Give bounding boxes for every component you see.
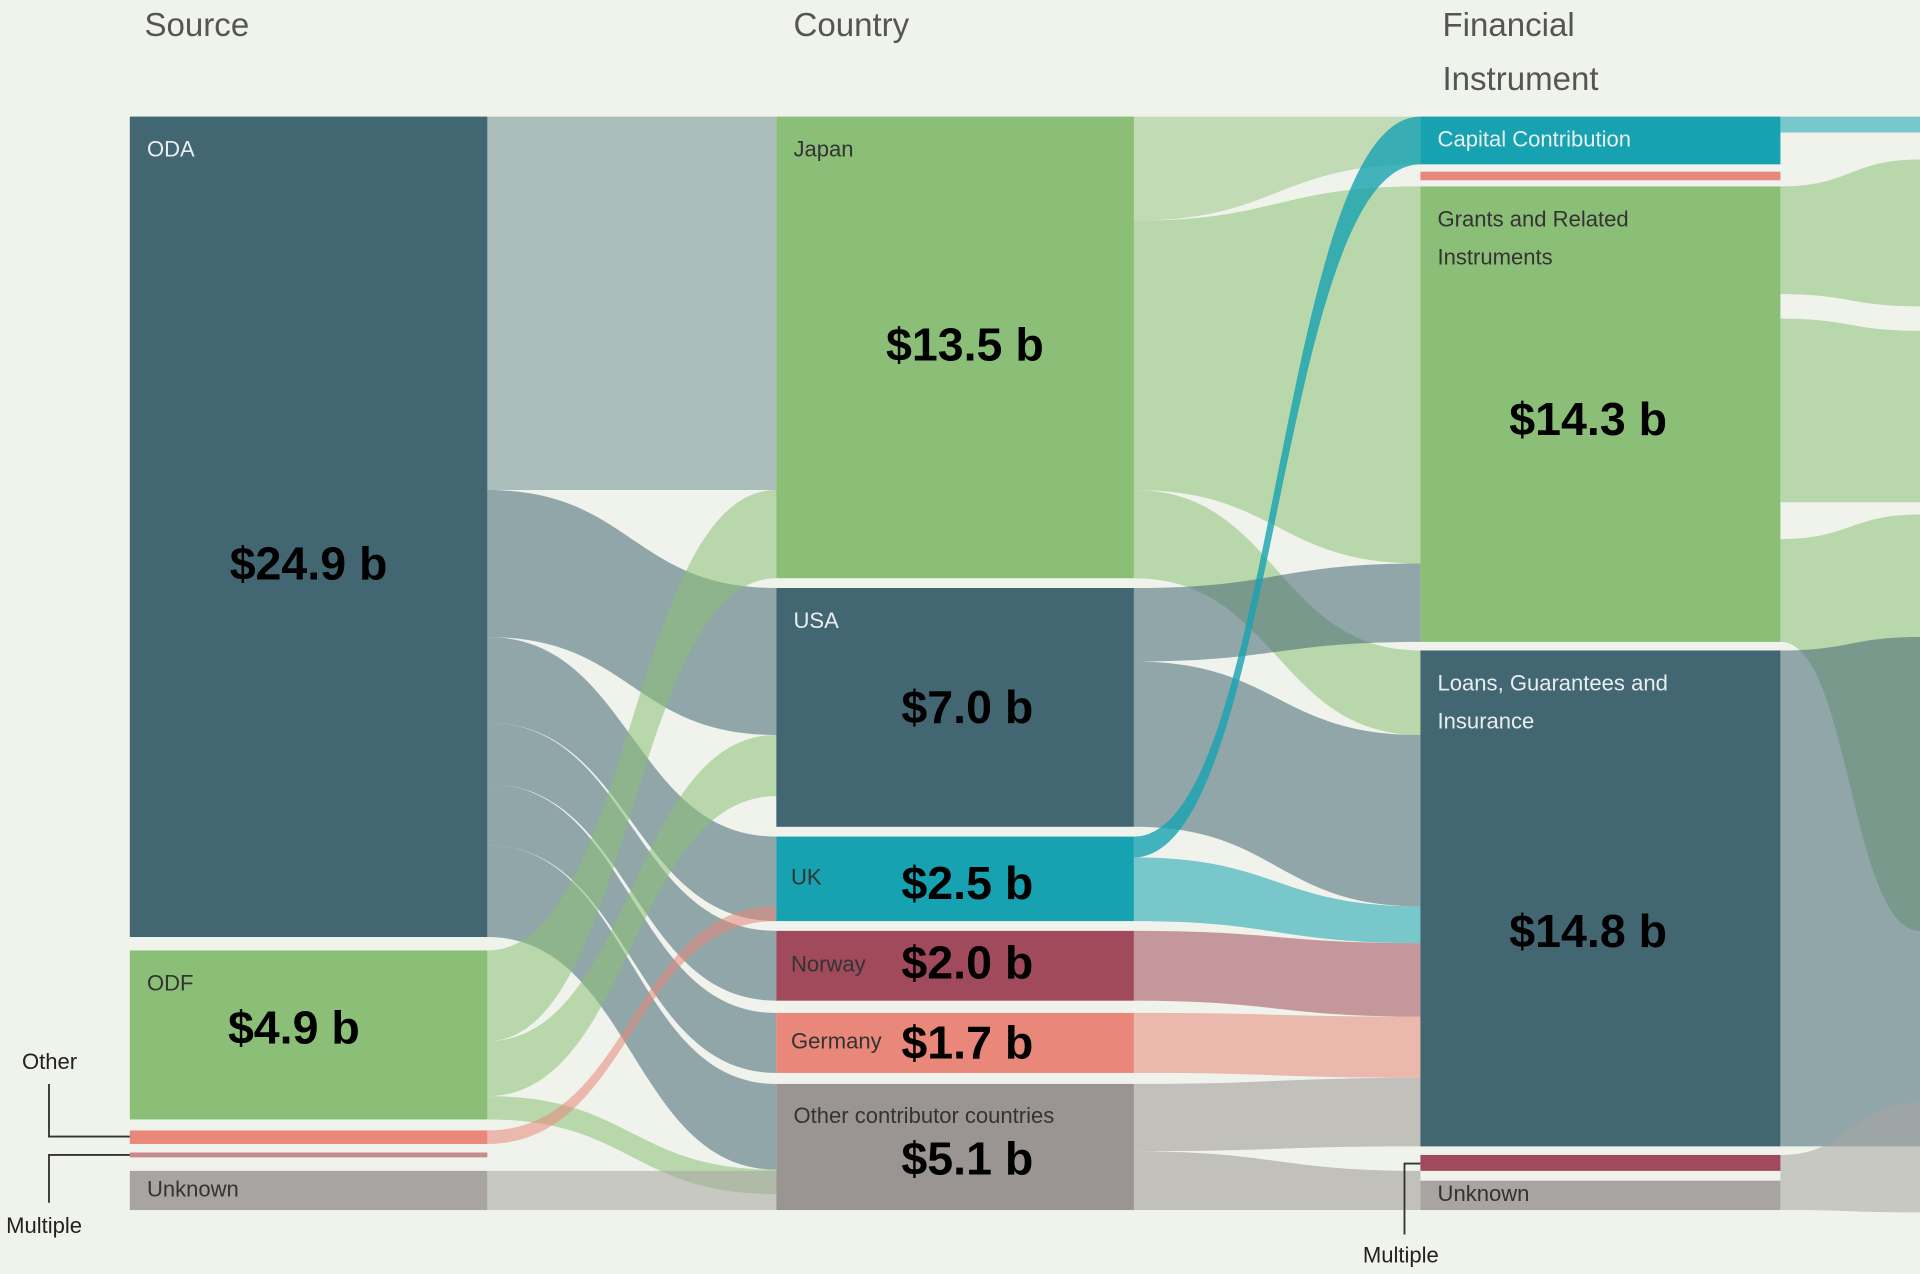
node-label: Unknown (1438, 1181, 1530, 1206)
labels: Source ODA $24.9 b ODF $4.9 b Unknown Country J… (144, 7, 1667, 1206)
node-label: Grants and Related (1438, 207, 1629, 232)
node-label: Japan (793, 137, 853, 162)
flow (1780, 637, 1920, 1147)
node-label: Other contributor countries (793, 1103, 1054, 1128)
node-bar (129, 1170, 488, 1211)
flow (1133, 563, 1421, 662)
node-bar (776, 1083, 1134, 1211)
node-value: $5.1 b (901, 1133, 1033, 1185)
column-header: Country (793, 7, 909, 44)
flow (1133, 857, 1421, 944)
node-bar (776, 116, 1134, 579)
flow (487, 490, 777, 1042)
leader-line (48, 1083, 130, 1138)
node-value: $2.0 b (901, 937, 1033, 989)
node-value: $13.5 b (886, 318, 1044, 370)
column-header: Source (144, 7, 249, 44)
nodes (129, 116, 1781, 1211)
node-label: USA (793, 608, 839, 633)
node-value: $1.7 b (901, 1016, 1033, 1068)
flow (487, 734, 777, 1097)
node-label: Germany (791, 1029, 882, 1054)
flow (487, 906, 777, 1144)
node-label: UK (791, 865, 822, 890)
flow (487, 116, 777, 491)
node-label: Unknown (147, 1176, 239, 1201)
column-header: Financial (1442, 7, 1574, 44)
annotation: Multiple (1363, 1242, 1439, 1267)
flow (1133, 661, 1421, 907)
leader-line (1403, 1162, 1421, 1235)
flow (1780, 116, 1920, 133)
node-value: $4.9 b (228, 1002, 360, 1054)
flow (487, 490, 777, 735)
node-bar (1420, 1180, 1781, 1211)
flow (1133, 116, 1421, 221)
node-label: Norway (791, 952, 866, 977)
node-label: Loans, Guarantees and (1438, 671, 1668, 696)
node-label: Capital Contribution (1438, 126, 1632, 151)
node-value: $2.5 b (901, 857, 1033, 909)
flow (1133, 1012, 1421, 1078)
flow (1780, 1102, 1920, 1213)
flow (1780, 318, 1920, 503)
node-value: $14.8 b (1509, 905, 1667, 957)
node-bar (129, 116, 488, 937)
flow (1133, 116, 1421, 858)
node-bar (1420, 116, 1781, 165)
multiple-bar (129, 1152, 488, 1158)
flow (1133, 1151, 1421, 1211)
flow (487, 1170, 777, 1211)
flow (1133, 186, 1421, 564)
node-label: Insurance (1438, 709, 1535, 734)
node-bar (129, 950, 488, 1120)
node-bar (776, 930, 1134, 1001)
column-header: Instrument (1442, 61, 1598, 98)
node-bar (1420, 650, 1781, 1147)
flows (487, 116, 1920, 1213)
flow (487, 1096, 777, 1195)
flow (1780, 159, 1920, 307)
leader-line (48, 1154, 130, 1203)
node-value: $14.3 b (1509, 393, 1667, 445)
flow (1133, 1077, 1421, 1152)
node-bar (776, 836, 1134, 922)
flow (1133, 930, 1421, 1017)
node-bar (776, 588, 1134, 827)
node-bar (1420, 186, 1781, 642)
node-label: Instruments (1438, 244, 1553, 269)
annotation: Other (22, 1049, 77, 1074)
node-label: ODF (147, 971, 194, 996)
other-bar (129, 1130, 488, 1144)
node-value: $7.0 b (901, 681, 1033, 733)
multiple-bar (1420, 1154, 1781, 1171)
node-value: $24.9 b (230, 538, 388, 590)
multiple-bar (1420, 171, 1781, 181)
node-label: ODA (147, 137, 195, 162)
annotation: Multiple (6, 1213, 82, 1238)
node-bar (776, 1012, 1134, 1073)
